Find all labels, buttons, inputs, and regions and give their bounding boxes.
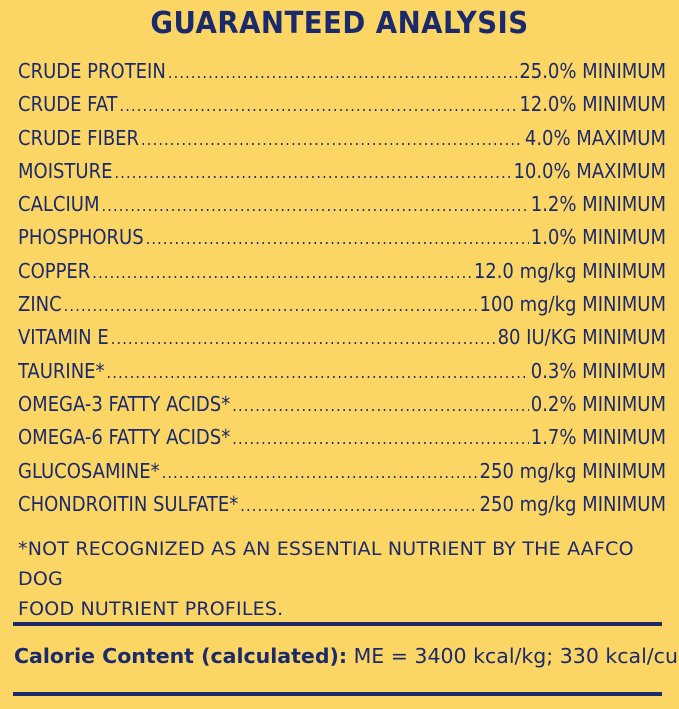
analysis-row: CALCIUM 1.2% MINIMUM — [18, 192, 666, 225]
nutrient-value: 250 mg/kg MINIMUM — [479, 458, 666, 483]
analysis-row: ZINC 100 mg/kg MINIMUM — [18, 292, 666, 325]
dot-leader — [119, 96, 517, 115]
dot-leader — [162, 463, 478, 482]
nutrient-value: 100 mg/kg MINIMUM — [479, 292, 666, 317]
analysis-row: OMEGA-6 FATTY ACIDS* 1.7% MINIMUM — [18, 425, 666, 458]
nutrient-label: MOISTURE — [18, 158, 113, 183]
nutrient-value: 250 mg/kg MINIMUM — [479, 491, 666, 516]
nutrient-label: CHONDROITIN SULFATE* — [18, 491, 239, 516]
nutrient-label: TAURINE* — [18, 358, 105, 383]
dot-leader — [168, 63, 518, 82]
analysis-row: MOISTURE 10.0% MAXIMUM — [18, 159, 666, 192]
nutrient-label: COPPER — [18, 258, 91, 283]
nutrient-label: ZINC — [18, 292, 62, 317]
calorie-label: Calorie Content (calculated): — [14, 644, 348, 668]
footnote-line-2: FOOD NUTRIENT PROFILES. — [18, 598, 284, 620]
nutrient-label: OMEGA-3 FATTY ACIDS* — [18, 391, 231, 416]
dot-leader — [232, 429, 529, 448]
footnote: *NOT RECOGNIZED AS AN ESSENTIAL NUTRIENT… — [18, 534, 658, 624]
nutrient-value: 80 IU/KG MINIMUM — [497, 325, 666, 350]
nutrient-value: 1.7% MINIMUM — [530, 425, 666, 450]
analysis-table: CRUDE PROTEIN 25.0% MINIMUM CRUDE FAT 12.0%… — [18, 59, 666, 525]
nutrient-value: 0.3% MINIMUM — [530, 358, 666, 383]
nutrient-label: OMEGA-6 FATTY ACIDS* — [18, 425, 231, 450]
nutrient-label: CRUDE FIBER — [18, 125, 140, 150]
analysis-row: CRUDE FIBER 4.0% MAXIMUM — [18, 126, 666, 159]
dot-leader — [232, 396, 529, 415]
nutrient-value: 10.0% MAXIMUM — [513, 158, 666, 183]
analysis-row: CRUDE PROTEIN 25.0% MINIMUM — [18, 59, 666, 92]
dot-leader — [92, 263, 472, 282]
analysis-row: TAURINE* 0.3% MINIMUM — [18, 359, 666, 392]
panel-title: GUARANTEED ANALYSIS — [150, 6, 529, 41]
nutrient-label: PHOSPHORUS — [18, 225, 144, 250]
nutrient-label: VITAMIN E — [18, 325, 109, 350]
nutrient-value: 12.0% MINIMUM — [519, 92, 666, 117]
dot-leader — [114, 163, 511, 182]
calorie-value: ME = 3400 kcal/kg; 330 kcal/cup — [347, 644, 679, 668]
divider-bottom — [13, 692, 662, 696]
nutrient-label: CRUDE PROTEIN — [18, 59, 166, 83]
footnote-line-1: *NOT RECOGNIZED AS AN ESSENTIAL NUTRIENT… — [18, 538, 634, 590]
nutrient-value: 1.0% MINIMUM — [530, 225, 666, 250]
calorie-content: Calorie Content (calculated): ME = 3400 … — [14, 644, 679, 668]
dot-leader — [101, 196, 528, 215]
nutrient-value: 25.0% MINIMUM — [519, 59, 666, 83]
analysis-row: OMEGA-3 FATTY ACIDS* 0.2% MINIMUM — [18, 392, 666, 425]
nutrient-value: 0.2% MINIMUM — [530, 391, 666, 416]
analysis-row: PHOSPHORUS 1.0% MINIMUM — [18, 225, 666, 258]
analysis-row: CRUDE FAT 12.0% MINIMUM — [18, 92, 666, 125]
analysis-row: COPPER 12.0 mg/kg MINIMUM — [18, 259, 666, 292]
nutrient-label: GLUCOSAMINE* — [18, 458, 160, 483]
analysis-row: GLUCOSAMINE* 250 mg/kg MINIMUM — [18, 459, 666, 492]
analysis-row: VITAMIN E 80 IU/KG MINIMUM — [18, 325, 666, 358]
nutrient-value: 1.2% MINIMUM — [530, 192, 666, 217]
dot-leader — [240, 496, 477, 515]
divider-top — [13, 622, 662, 626]
analysis-row: CHONDROITIN SULFATE* 250 mg/kg MINIMUM — [18, 492, 666, 525]
dot-leader — [146, 229, 529, 248]
dot-leader — [64, 296, 478, 315]
dot-leader — [107, 363, 529, 382]
dot-leader — [111, 329, 496, 348]
nutrient-value: 4.0% MAXIMUM — [524, 125, 666, 150]
nutrient-label: CALCIUM — [18, 192, 100, 217]
dot-leader — [141, 130, 523, 149]
nutrient-value: 12.0 mg/kg MINIMUM — [473, 258, 666, 283]
nutrient-label: CRUDE FAT — [18, 92, 118, 117]
